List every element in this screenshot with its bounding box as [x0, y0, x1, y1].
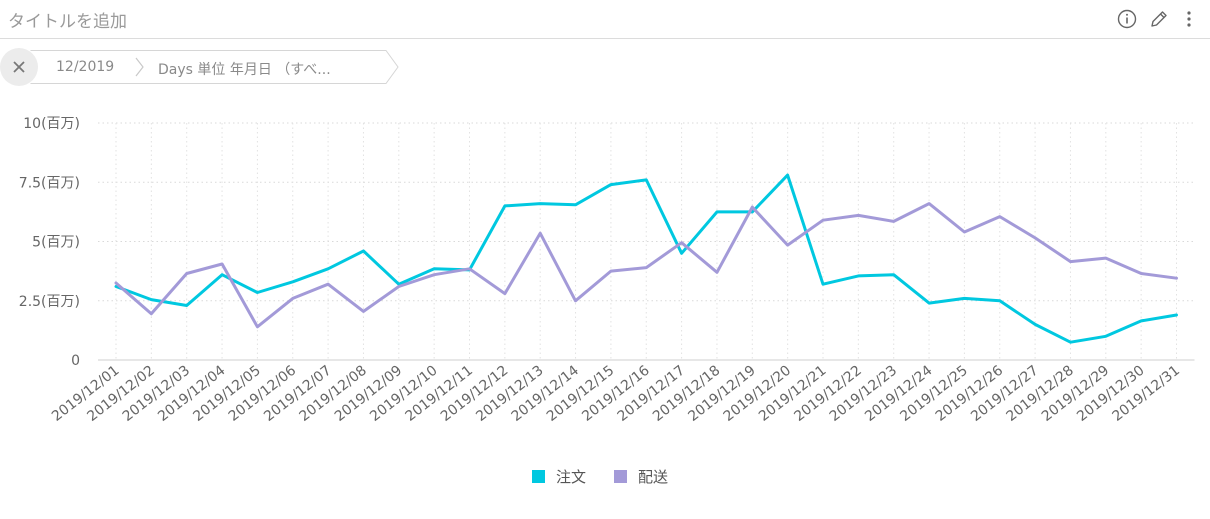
widget-title[interactable]: タイトルを追加: [8, 12, 127, 32]
series-line-1: [114, 173, 1178, 344]
close-button[interactable]: [0, 48, 38, 86]
legend-label: 注文: [556, 468, 587, 486]
y-tick-label: 0: [71, 353, 80, 369]
pencil-icon[interactable]: [1148, 8, 1170, 30]
breadcrumb-item-month[interactable]: 12/2019: [56, 59, 115, 75]
close-icon: [13, 61, 25, 73]
legend-swatch: [532, 470, 545, 483]
breadcrumb-item-days[interactable]: Days 単位 年月日 （すべ...: [158, 62, 331, 78]
info-icon[interactable]: [1116, 8, 1138, 30]
legend: 注文 配送: [0, 466, 1210, 486]
widget-header: タイトルを追加: [0, 0, 1210, 39]
legend-label: 配送: [638, 468, 669, 486]
y-tick-label: 5(百万): [32, 235, 80, 251]
more-vertical-icon[interactable]: [1182, 8, 1196, 30]
y-tick-label: 10(百万): [23, 116, 80, 132]
breadcrumb-bar: 12/2019 Days 単位 年月日 （すべ...: [30, 50, 400, 84]
y-tick-label: 2.5(百万): [19, 294, 80, 310]
line-chart: 02.5(百万)5(百万)7.5(百万)10(百万)2019/12/012019…: [19, 116, 1195, 425]
breadcrumb: 12/2019 Days 単位 年月日 （すべ...: [0, 48, 420, 86]
y-tick-label: 7.5(百万): [19, 175, 80, 191]
legend-swatch: [614, 470, 627, 483]
series-line-2: [114, 202, 1178, 329]
